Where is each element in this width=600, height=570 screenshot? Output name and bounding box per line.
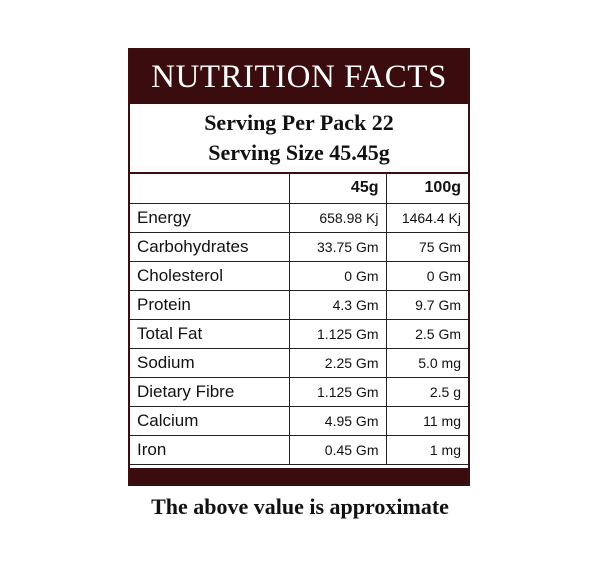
value-100g: 75 Gm: [385, 231, 468, 262]
table-row: Cholesterol 0 Gm 0 Gm: [130, 260, 468, 291]
table-row: Dietary Fibre 1.125 Gm 2.5 g: [130, 376, 468, 407]
nutrient-name: Calcium: [130, 405, 290, 436]
header-empty: [130, 174, 290, 204]
value-45g: 1.125 Gm: [288, 376, 387, 407]
table-row: Calcium 4.95 Gm 11 mg: [130, 405, 468, 436]
table-row: Sodium 2.25 Gm 5.0 mg: [130, 347, 468, 378]
value-100g: 5.0 mg: [385, 347, 468, 378]
value-100g: 9.7 Gm: [385, 289, 468, 320]
nutrient-name: Sodium: [130, 347, 290, 378]
nutrient-name: Cholesterol: [130, 260, 290, 291]
value-45g: 4.95 Gm: [288, 405, 387, 436]
value-45g: 33.75 Gm: [288, 231, 387, 262]
header-100g: 100g: [385, 174, 468, 204]
value-45g: 0.45 Gm: [288, 434, 387, 465]
value-100g: 0 Gm: [385, 260, 468, 291]
value-45g: 1.125 Gm: [288, 318, 387, 349]
nutrition-title: NUTRITION FACTS: [130, 50, 468, 104]
value-100g: 2.5 Gm: [385, 318, 468, 349]
value-45g: 4.3 Gm: [288, 289, 387, 320]
nutrition-table: 45g 100g Energy 658.98 Kj 1464.4 Kj Carb…: [130, 174, 468, 465]
value-100g: 1464.4 Kj: [385, 202, 468, 233]
value-100g: 1 mg: [385, 434, 468, 465]
approximate-note: The above value is approximate: [151, 494, 449, 519]
header-45g: 45g: [288, 174, 387, 204]
table-row: Iron 0.45 Gm 1 mg: [130, 434, 468, 465]
footer-bar: [130, 468, 468, 484]
value-45g: 658.98 Kj: [288, 202, 387, 233]
table-header-row: 45g 100g: [130, 174, 468, 204]
value-100g: 2.5 g: [385, 376, 468, 407]
value-45g: 2.25 Gm: [288, 347, 387, 378]
nutrient-name: Dietary Fibre: [130, 376, 290, 407]
serving-per-pack: Serving Per Pack 22: [204, 110, 394, 135]
table-row: Energy 658.98 Kj 1464.4 Kj: [130, 202, 468, 233]
value-100g: 11 mg: [385, 405, 468, 436]
table-row: Carbohydrates 33.75 Gm 75 Gm: [130, 231, 468, 262]
serving-size: Serving Size 45.45g: [208, 140, 390, 165]
value-45g: 0 Gm: [288, 260, 387, 291]
nutrient-name: Carbohydrates: [130, 231, 290, 262]
nutrient-name: Total Fat: [130, 318, 290, 349]
nutrient-name: Energy: [130, 202, 290, 233]
table-row: Total Fat 1.125 Gm 2.5 Gm: [130, 318, 468, 349]
nutrient-name: Iron: [130, 434, 290, 465]
nutrient-name: Protein: [130, 289, 290, 320]
nutrition-panel: NUTRITION FACTS Serving Per Pack 22 Serv…: [128, 48, 470, 486]
table-row: Protein 4.3 Gm 9.7 Gm: [130, 289, 468, 320]
serving-info: Serving Per Pack 22 Serving Size 45.45g: [130, 104, 468, 174]
